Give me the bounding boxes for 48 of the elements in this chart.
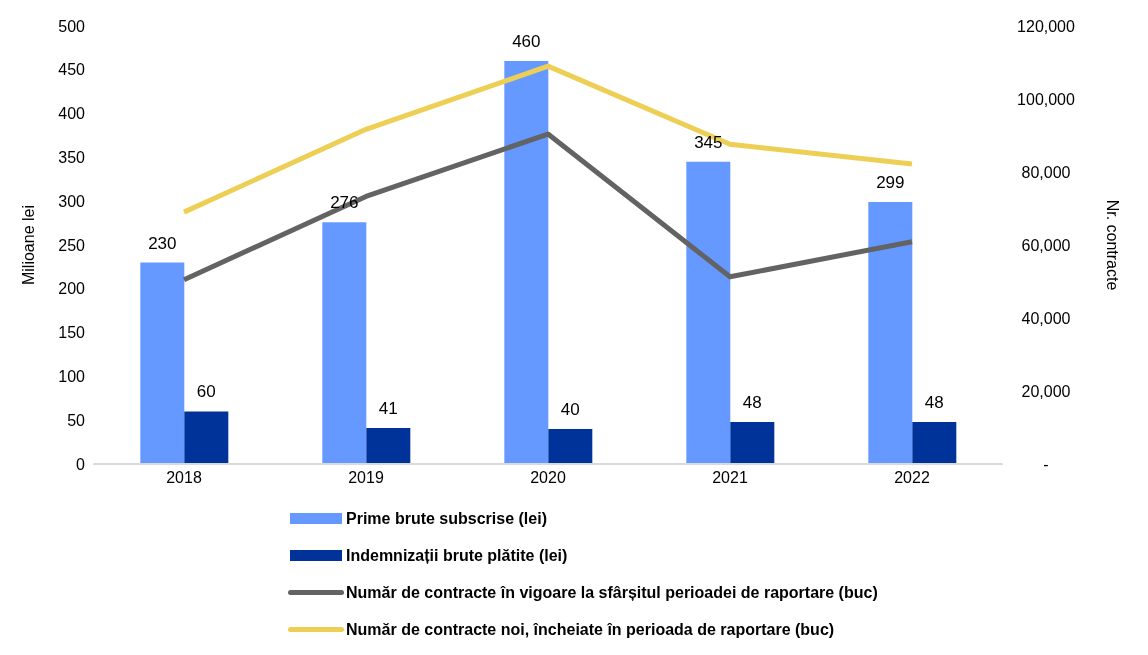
bar [868,202,913,464]
y-tick-label: 500 [58,17,86,35]
bar [504,61,549,464]
y2-tick-label: 60,000 [1021,236,1071,254]
bar [912,421,957,464]
bar [140,262,185,464]
bar [322,222,367,464]
data-label: 40 [560,399,580,419]
x-tick-label: 2020 [530,469,566,487]
y-tick-label: 450 [58,61,86,79]
data-label: 41 [378,399,398,419]
y2-tick-label: 20,000 [1021,382,1071,400]
y-tick-label: 400 [58,105,86,123]
y-tick-label: 100 [58,368,86,386]
data-label: 60 [196,382,216,402]
y-tick-label: 50 [67,411,86,429]
y2-tick-label: 80,000 [1021,163,1071,181]
y-tick-label: 0 [76,455,86,473]
data-label: 345 [694,132,723,152]
data-label: 230 [148,233,177,253]
y2-tick-label: - [1043,455,1049,473]
data-label: 460 [512,32,541,52]
legend-label: Număr de contracte noi, încheiate în perioada de raportare (buc) [346,620,835,639]
bar [366,428,411,464]
y-tick-label: 200 [58,280,86,298]
y-tick-label: 350 [58,149,86,167]
data-label: 48 [924,392,944,412]
bar [184,411,229,464]
data-label: 299 [876,173,905,193]
x-tick-label: 2022 [894,469,930,487]
y-axis-title: Milioane lei [19,204,37,286]
y-tick-label: 250 [58,236,86,254]
y-tick-label: 300 [58,192,86,210]
data-label: 48 [742,392,762,412]
y2-axis-title: Nr. contracte [1104,199,1122,291]
y-tick-label: 150 [58,324,86,342]
legend-label: Indemnizații brute plătite (lei) [346,546,568,565]
bar [548,428,593,464]
bar [730,421,775,464]
y2-tick-label: 100,000 [1017,90,1076,108]
legend-label: Prime brute subscrise (lei) [346,509,547,528]
bar [686,161,731,464]
legend-label: Număr de contracte în vigoare la sfârșitul perioadei de raportare (buc) [346,583,878,602]
x-tick-label: 2018 [166,469,202,487]
x-tick-label: 2019 [348,469,384,487]
x-tick-label: 2021 [712,469,748,487]
y2-tick-label: 120,000 [1017,17,1076,35]
y2-tick-label: 40,000 [1021,309,1071,327]
